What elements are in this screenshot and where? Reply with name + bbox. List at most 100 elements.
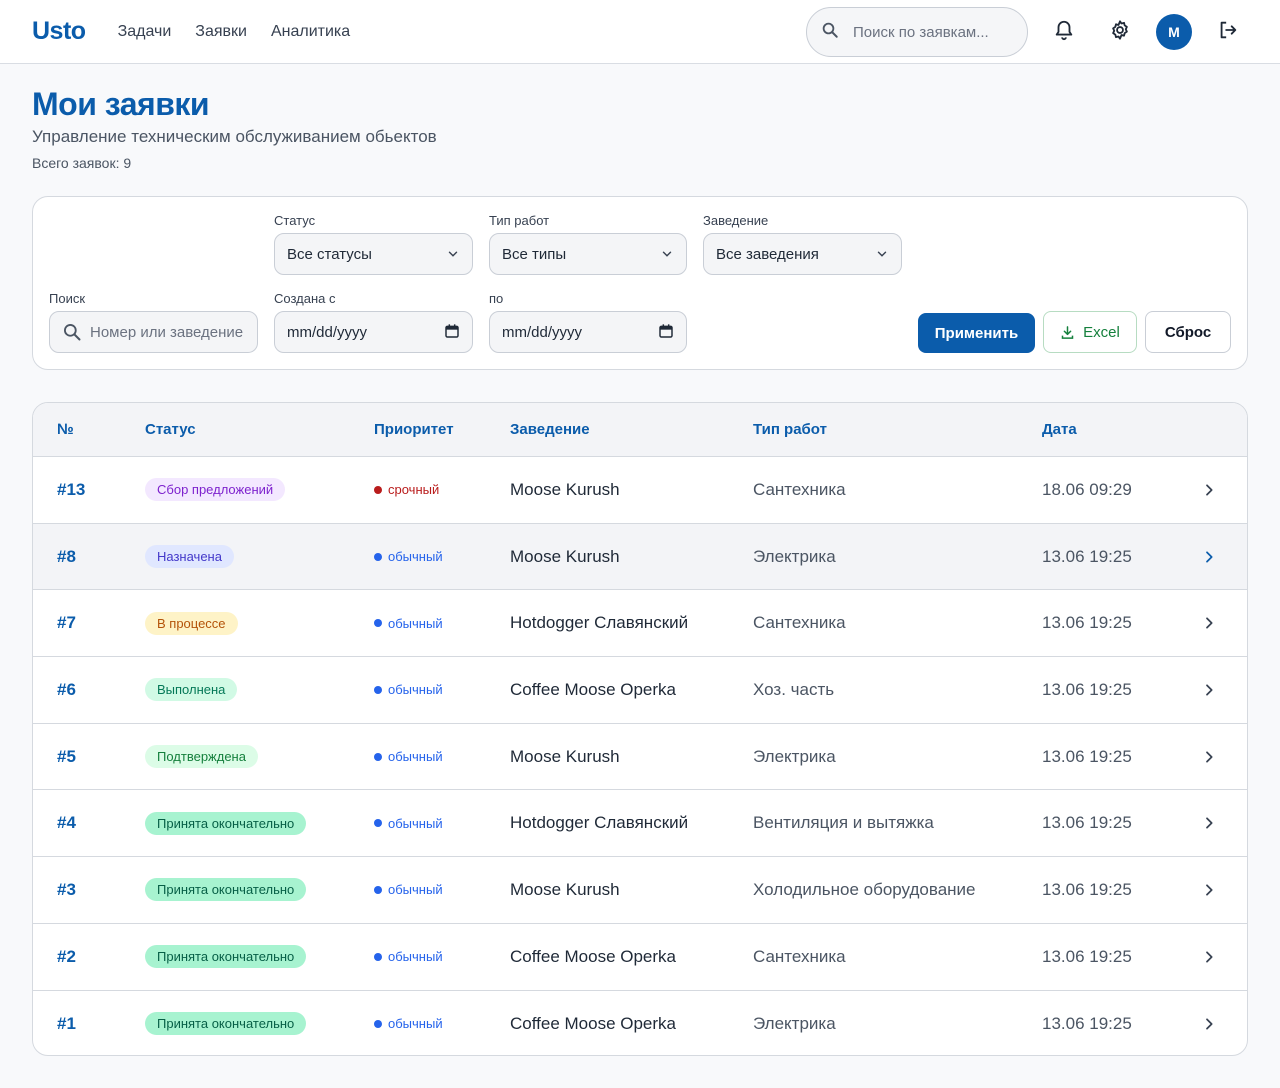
table-row[interactable]: #6 Выполнена обычный Coffee Moose Operka Хоз… bbox=[33, 657, 1247, 724]
type-select[interactable]: Все типы bbox=[489, 233, 687, 275]
table-row[interactable]: #1 Принята окончательно обычный Coffee Moos… bbox=[33, 991, 1247, 1056]
requests-table: № Статус Приоритет Заведение Тип работ Д… bbox=[32, 402, 1248, 1056]
page-subtitle: Управление техническим обслуживанием обь… bbox=[32, 127, 437, 146]
priority-label: срочный bbox=[388, 482, 440, 498]
row-status: В процессе bbox=[145, 590, 238, 656]
main-nav: Задачи Заявки Аналитика bbox=[118, 23, 351, 41]
venue-filter-label: Заведение bbox=[703, 213, 769, 228]
chevron-right-icon[interactable] bbox=[1201, 724, 1217, 790]
row-priority: обычный bbox=[374, 524, 443, 590]
row-work-type: Вентиляция и вытяжка bbox=[753, 813, 934, 833]
row-date: 13.06 19:25 bbox=[1042, 1013, 1132, 1033]
chevron-right-icon[interactable] bbox=[1201, 657, 1217, 723]
row-venue: Coffee Moose Operka bbox=[510, 946, 676, 966]
date-from-value: mm/dd/yyyy bbox=[287, 323, 368, 341]
chevron-right-icon[interactable] bbox=[1201, 790, 1217, 856]
priority-dot-icon bbox=[374, 552, 382, 561]
row-number[interactable]: #2 bbox=[57, 946, 76, 966]
col-date[interactable]: Дата bbox=[1042, 421, 1077, 438]
reset-button[interactable]: Сброс bbox=[1145, 311, 1231, 353]
global-search-input[interactable] bbox=[853, 23, 1003, 41]
col-priority[interactable]: Приоритет bbox=[374, 421, 454, 438]
chevron-right-icon[interactable] bbox=[1201, 924, 1217, 990]
row-priority: обычный bbox=[374, 857, 443, 923]
col-work-type[interactable]: Тип работ bbox=[753, 421, 827, 438]
settings-button[interactable] bbox=[1104, 16, 1136, 48]
priority-dot-icon bbox=[374, 952, 382, 961]
nav-requests[interactable]: Заявки bbox=[195, 22, 247, 40]
global-search[interactable] bbox=[806, 7, 1028, 57]
row-number[interactable]: #13 bbox=[57, 479, 86, 499]
col-status[interactable]: Статус bbox=[145, 421, 196, 438]
nav-tasks[interactable]: Задачи bbox=[117, 22, 172, 40]
priority-dot-icon bbox=[374, 685, 382, 694]
nav-analytics[interactable]: Аналитика bbox=[270, 22, 351, 40]
date-to-field[interactable]: mm/dd/yyyy bbox=[489, 311, 687, 353]
gear-icon bbox=[1109, 19, 1131, 46]
priority-dot-icon bbox=[374, 885, 382, 894]
row-number[interactable]: #7 bbox=[57, 613, 76, 633]
status-badge: Назначена bbox=[145, 545, 234, 569]
col-venue[interactable]: Заведение bbox=[510, 421, 590, 438]
chevron-right-icon[interactable] bbox=[1201, 457, 1217, 523]
logo[interactable]: Usto bbox=[32, 17, 86, 45]
row-number[interactable]: #8 bbox=[57, 546, 76, 566]
venue-select[interactable]: Все заведения bbox=[703, 233, 902, 275]
row-date: 13.06 19:25 bbox=[1042, 746, 1132, 766]
col-number[interactable]: № bbox=[57, 421, 74, 438]
status-badge: Принята окончательно bbox=[145, 945, 307, 969]
apply-button[interactable]: Применить bbox=[918, 313, 1035, 353]
search-filter-label: Поиск bbox=[49, 291, 86, 306]
logout-button[interactable] bbox=[1212, 16, 1244, 48]
row-date: 13.06 19:25 bbox=[1042, 946, 1132, 966]
date-from-field[interactable]: mm/dd/yyyy bbox=[274, 311, 473, 353]
priority-dot-icon bbox=[374, 485, 382, 494]
table-row[interactable]: #5 Подтверждена обычный Moose Kurush Электри… bbox=[33, 724, 1247, 791]
row-priority: обычный bbox=[374, 590, 443, 656]
row-status: Принята окончательно bbox=[145, 857, 307, 923]
total-count: Всего заявок: 9 bbox=[32, 155, 132, 171]
row-work-type: Электрика bbox=[753, 546, 836, 566]
row-work-type: Холодильное оборудование bbox=[753, 879, 976, 899]
row-status: Принята окончательно bbox=[145, 991, 307, 1056]
export-excel-button[interactable]: Excel bbox=[1043, 311, 1137, 353]
filter-search-input[interactable] bbox=[90, 323, 245, 341]
table-row[interactable]: #7 В процессе обычный Hotdogger Славянский С… bbox=[33, 590, 1247, 658]
chevron-right-icon[interactable] bbox=[1201, 857, 1217, 923]
row-number[interactable]: #6 bbox=[57, 679, 76, 699]
row-venue: Coffee Moose Operka bbox=[510, 1013, 676, 1033]
calendar-icon[interactable] bbox=[658, 323, 674, 343]
row-number[interactable]: #1 bbox=[57, 1013, 76, 1033]
notifications-button[interactable] bbox=[1048, 16, 1080, 48]
table-row[interactable]: #13 Сбор предложений срочный Moose Kurush Са… bbox=[33, 457, 1247, 524]
row-number[interactable]: #4 bbox=[57, 813, 76, 833]
table-row[interactable]: #4 Принята окончательно обычный Hotdogger С… bbox=[33, 790, 1247, 858]
row-work-type: Хоз. часть bbox=[753, 679, 835, 699]
row-work-type: Сантехника bbox=[753, 479, 846, 499]
search-icon bbox=[821, 21, 839, 44]
table-row[interactable]: #3 Принята окончательно обычный Moose Kurus… bbox=[33, 857, 1247, 924]
priority-dot-icon bbox=[374, 752, 382, 761]
logout-icon bbox=[1217, 19, 1239, 46]
status-badge: В процессе bbox=[145, 611, 238, 635]
calendar-icon[interactable] bbox=[444, 323, 460, 343]
chevron-right-icon[interactable] bbox=[1201, 590, 1217, 656]
priority-label: обычный bbox=[388, 749, 443, 765]
status-select[interactable]: Все статусы bbox=[274, 233, 473, 275]
avatar[interactable]: M bbox=[1156, 14, 1192, 50]
table-row[interactable]: #2 Принята окончательно обычный Coffee Moos… bbox=[33, 924, 1247, 991]
priority-label: обычный bbox=[388, 549, 443, 565]
priority-dot-icon bbox=[374, 1019, 382, 1028]
status-badge: Выполнена bbox=[145, 678, 238, 702]
row-status: Принята окончательно bbox=[145, 924, 307, 990]
chevron-right-icon[interactable] bbox=[1201, 991, 1217, 1056]
venue-select-value: Все заведения bbox=[716, 245, 819, 263]
row-status: Принята окончательно bbox=[145, 790, 307, 856]
table-row[interactable]: #8 Назначена обычный Moose Kurush Электрика 1… bbox=[33, 523, 1247, 591]
date-from-label: Создана с bbox=[274, 291, 336, 306]
filter-search-field[interactable] bbox=[49, 311, 258, 353]
row-number[interactable]: #3 bbox=[57, 879, 76, 899]
chevron-right-icon[interactable] bbox=[1201, 524, 1217, 590]
row-number[interactable]: #5 bbox=[57, 746, 76, 766]
row-status: Назначена bbox=[145, 524, 234, 590]
